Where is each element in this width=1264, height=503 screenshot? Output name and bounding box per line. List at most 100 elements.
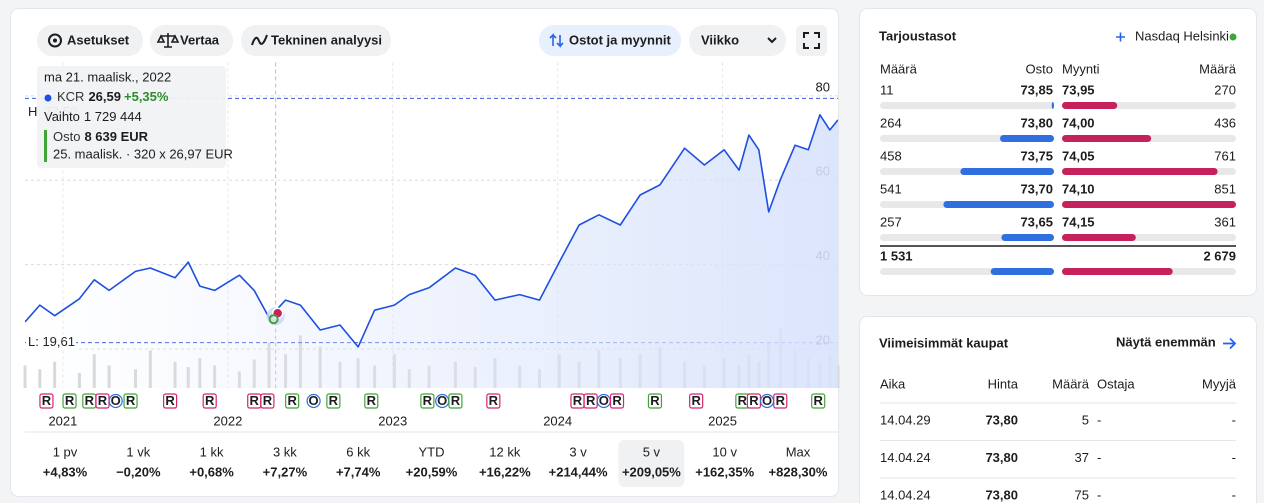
trade-detail: 25. maalisk. · 320 x 26,97 EUR <box>53 146 233 161</box>
trade-marker[interactable]: R <box>123 393 138 409</box>
period-tab[interactable]: Max +828,30% <box>769 444 828 479</box>
gear-icon <box>48 33 62 48</box>
trade-marker[interactable]: R <box>364 393 379 409</box>
period-change: +0,68% <box>189 464 234 479</box>
marker-badge <box>364 393 379 409</box>
trade-marker[interactable]: R <box>773 393 788 409</box>
fullscreen-button[interactable] <box>796 25 827 56</box>
ask-total-bar <box>1062 268 1173 275</box>
trade-marker[interactable]: R <box>82 393 97 409</box>
period-tab[interactable]: YTD +20,59% <box>406 444 458 479</box>
trade-marker[interactable]: R <box>609 393 625 409</box>
marker-label: R <box>165 393 175 408</box>
button-bg <box>150 25 233 56</box>
trade-marker[interactable]: R <box>647 393 663 409</box>
toolbar-button[interactable]: Ostot ja myynnit <box>539 25 681 56</box>
toolbar-button[interactable]: Vertaa <box>150 25 233 56</box>
ask-bar <box>1062 102 1118 109</box>
trade-cell: - <box>1232 487 1236 502</box>
marker-label: O <box>437 393 447 408</box>
period-change: +209,05% <box>622 464 681 479</box>
period-tab[interactable]: 1 kk +0,68% <box>189 444 234 479</box>
trade-marker[interactable]: O <box>596 393 611 409</box>
trade-marker[interactable]: R <box>247 393 262 409</box>
show-more-link[interactable]: Näytä enemmän <box>1116 334 1237 349</box>
marker-label: R <box>650 393 660 408</box>
period-change: +7,74% <box>336 464 381 479</box>
trade-marker[interactable]: O <box>108 393 123 409</box>
toolbar-button[interactable]: Viikko <box>689 25 786 56</box>
trade-marker[interactable]: R <box>486 393 501 409</box>
trade-cell: - <box>1232 412 1236 427</box>
period-label: 1 vk <box>126 444 150 459</box>
ask-quantity: 270 <box>1214 82 1236 97</box>
trade-marker[interactable]: R <box>285 393 300 409</box>
x-tick-label: 2021 <box>48 413 77 428</box>
ask-bar <box>1062 135 1152 142</box>
marker-label: O <box>309 393 319 408</box>
trade-cell: 75 <box>1075 487 1089 502</box>
period-tab[interactable]: 5 v +209,05% <box>618 440 685 487</box>
bid-bar <box>1051 102 1054 109</box>
period-label: 12 kk <box>489 444 521 459</box>
marker-label: R <box>423 393 433 408</box>
button-label: Viikko <box>701 32 739 47</box>
period-tab[interactable]: 1 pv +4,83% <box>43 444 88 479</box>
trade-marker[interactable]: R <box>689 393 704 409</box>
marker-badge <box>448 393 463 409</box>
period-tab[interactable]: 10 v +162,35% <box>695 444 754 479</box>
period-tab[interactable]: 3 v +214,44% <box>549 444 608 479</box>
trade-cell: - <box>1097 412 1101 427</box>
period-change: +162,35% <box>695 464 754 479</box>
trade-marker[interactable]: R <box>570 393 585 409</box>
marker-badge <box>202 393 217 409</box>
trade-marker[interactable]: R <box>326 393 341 409</box>
trade-marker[interactable]: O <box>759 393 775 409</box>
ask-bar <box>1062 168 1218 175</box>
marker-badge <box>609 393 625 409</box>
trade-marker[interactable]: R <box>163 393 178 409</box>
ask-price: 74,10 <box>1062 181 1095 196</box>
period-tab[interactable]: 3 kk +7,27% <box>263 444 308 479</box>
period-tab[interactable]: 6 kk +7,74% <box>336 444 381 479</box>
bid-price: 73,80 <box>1020 115 1053 130</box>
trade-marker[interactable]: R <box>95 393 110 409</box>
button-bg <box>689 25 786 56</box>
trade-marker[interactable]: R <box>202 393 217 409</box>
trade-amount: 8 639 EUR <box>84 129 148 144</box>
trade-marker[interactable]: R <box>583 393 598 409</box>
trade-marker[interactable]: R <box>420 393 435 409</box>
trade-cell: - <box>1232 450 1236 465</box>
tooltip: ma 21. maalisk., 2022 KCR 26,59 +5,35% Vaiht… <box>37 66 233 168</box>
marker-label: R <box>263 393 273 408</box>
trades-card <box>859 316 1257 503</box>
trade-marker[interactable]: R <box>811 393 826 409</box>
period-label: 3 v <box>569 444 587 459</box>
trade-cell: 14.04.24 <box>880 450 931 465</box>
toolbar-button[interactable]: Asetukset <box>37 25 143 56</box>
tooltip-bg <box>37 66 226 168</box>
marker-label: R <box>586 393 596 408</box>
trade-marker[interactable]: R <box>62 393 77 409</box>
trade-marker[interactable]: R <box>746 393 761 409</box>
trade-marker[interactable]: O <box>306 393 321 409</box>
column-header: Määrä <box>1199 61 1237 76</box>
marker-label: O <box>111 393 121 408</box>
trade-cell: 73,80 <box>985 412 1018 427</box>
ask-quantity: 851 <box>1214 181 1236 196</box>
period-tab[interactable]: 12 kk +16,22% <box>479 444 531 479</box>
button-label: Asetukset <box>67 32 130 47</box>
trade-marker[interactable]: R <box>260 393 275 409</box>
trade-marker[interactable]: O <box>435 393 450 409</box>
trade-marker[interactable]: R <box>448 393 463 409</box>
trade-marker[interactable]: R <box>39 393 54 409</box>
marker-label: R <box>250 393 260 408</box>
x-tick-label: 2023 <box>378 413 407 428</box>
toolbar-button[interactable]: Tekninen analyysi <box>241 25 391 56</box>
bid-bar <box>1000 135 1054 142</box>
tooltip-volume: Vaihto 1 729 444 <box>44 109 142 124</box>
period-tab[interactable]: 1 vk −0,20% <box>116 444 161 479</box>
button-label: Vertaa <box>180 32 220 47</box>
tooltip-change: +5,35% <box>124 89 169 104</box>
